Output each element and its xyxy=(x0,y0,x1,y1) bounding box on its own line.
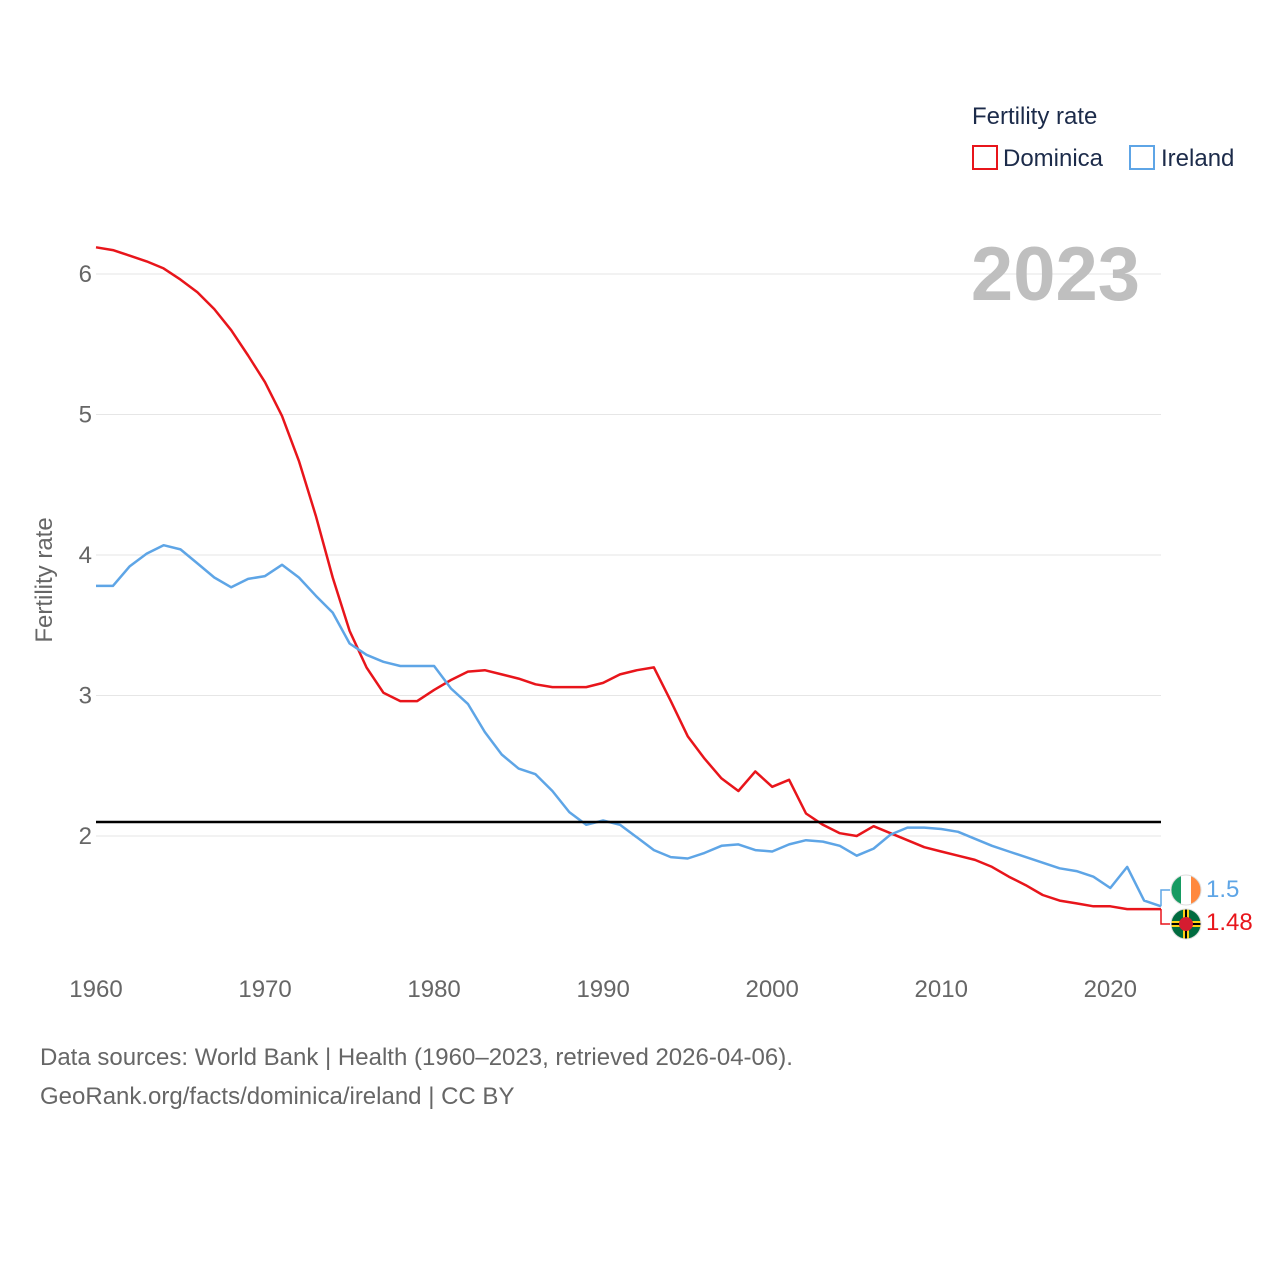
y-tick-label: 4 xyxy=(79,542,92,569)
y-axis-title: Fertility rate xyxy=(31,517,58,642)
legend-label-dominica[interactable]: Dominica xyxy=(1003,145,1104,172)
y-tick-label: 3 xyxy=(79,683,92,710)
series-lines xyxy=(95,246,1162,911)
grid xyxy=(96,273,1161,837)
source-line-2[interactable]: GeoRank.org/facts/dominica/ireland | CC … xyxy=(40,1083,515,1110)
x-tick-label: 1980 xyxy=(407,976,460,1003)
dominica-end-marker: 1.48 xyxy=(1160,908,1253,940)
x-tick-label: 1970 xyxy=(238,976,291,1003)
x-tick-label: 1990 xyxy=(576,976,629,1003)
x-tick-label: 2010 xyxy=(915,976,968,1003)
series-line-dominica[interactable] xyxy=(95,246,1161,911)
source-line-1: Data sources: World Bank | Health (1960–… xyxy=(40,1044,793,1071)
legend-title: Fertility rate xyxy=(972,103,1097,130)
series-line-ireland[interactable] xyxy=(96,543,1162,908)
y-tick-label: 5 xyxy=(79,402,92,429)
tick-labels: 2 3 4 5 6 1960 1970 1980 1990 2000 2010 2020 xyxy=(69,261,1137,1003)
legend-swatch-dominica[interactable] xyxy=(972,145,998,170)
dominica-flag-icon xyxy=(1170,908,1202,940)
y-tick-label: 2 xyxy=(79,823,92,850)
ireland-end-label: 1.5 xyxy=(1206,876,1239,903)
dominica-end-label: 1.48 xyxy=(1206,909,1253,936)
dominica-connector xyxy=(1160,909,1170,925)
ireland-connector xyxy=(1160,889,1170,907)
legend-label-ireland[interactable]: Ireland xyxy=(1161,145,1234,172)
y-tick-label: 6 xyxy=(79,261,92,288)
legend-swatch-ireland[interactable] xyxy=(1129,145,1155,170)
x-tick-label: 2000 xyxy=(745,976,798,1003)
x-tick-label: 2020 xyxy=(1084,976,1137,1003)
year-label: 2023 xyxy=(971,232,1140,317)
x-tick-label: 1960 xyxy=(69,976,122,1003)
legend: Fertility rate Dominica Ireland xyxy=(972,103,1234,172)
ireland-end-marker: 1.5 xyxy=(1160,874,1239,907)
ireland-flag-icon xyxy=(1170,874,1202,906)
